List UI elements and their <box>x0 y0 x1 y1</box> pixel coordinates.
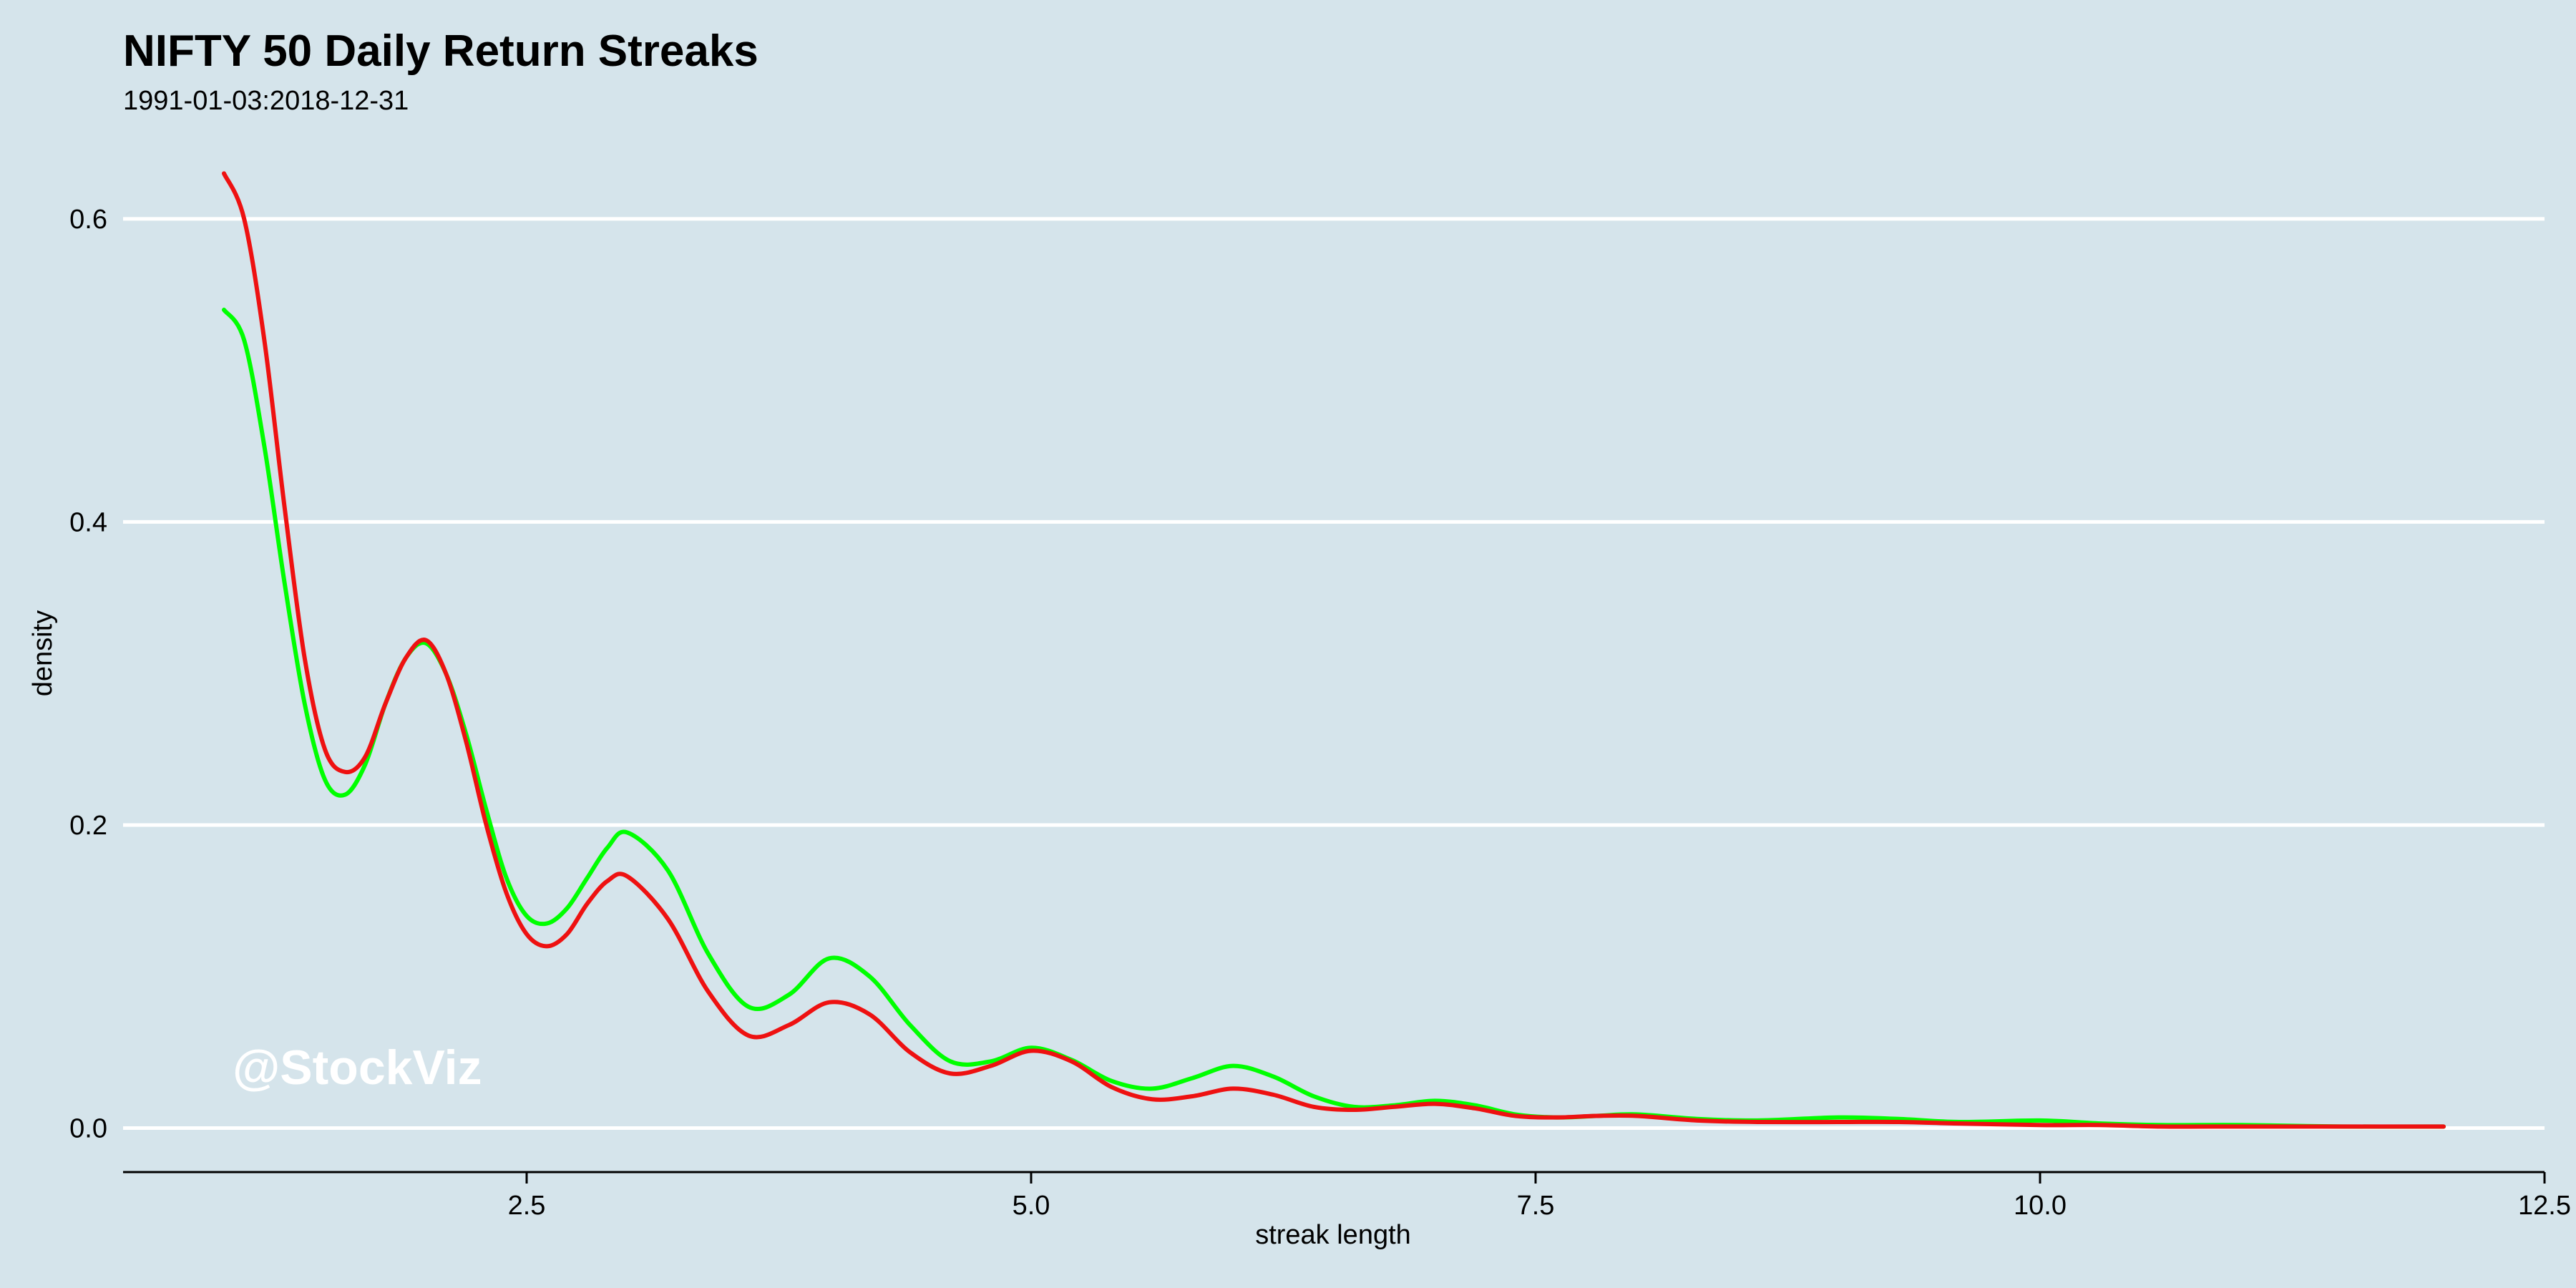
y-tick-label: 0.4 <box>69 507 107 537</box>
x-tick-label: 2.5 <box>508 1191 546 1221</box>
x-axis-label: streak length <box>1255 1220 1411 1250</box>
series-lines <box>222 171 2446 1129</box>
y-tick-label: 0.2 <box>69 811 107 841</box>
gridlines <box>123 217 2545 1130</box>
x-tick-label: 7.5 <box>1517 1191 1555 1221</box>
y-axis-ticks: 0.0 0.2 0.4 0.6 <box>69 205 107 1144</box>
y-tick-label: 0.0 <box>69 1113 107 1143</box>
x-tick-label: 5.0 <box>1013 1191 1050 1221</box>
watermark: @StockViz <box>233 1040 482 1095</box>
series-line-1 <box>222 307 2446 1129</box>
x-tick-label: 10.0 <box>2014 1191 2067 1221</box>
series-line-2 <box>222 171 2446 1129</box>
chart-subtitle: 1991-01-03:2018-12-31 <box>123 86 409 116</box>
chart-title: NIFTY 50 Daily Return Streaks <box>123 26 758 76</box>
x-tick-label: 12.5 <box>2518 1191 2571 1221</box>
y-axis-label: density <box>28 610 58 696</box>
y-tick-label: 0.6 <box>69 205 107 235</box>
x-axis-ticks: 2.5 5.0 7.5 10.0 12.5 <box>508 1172 2571 1221</box>
